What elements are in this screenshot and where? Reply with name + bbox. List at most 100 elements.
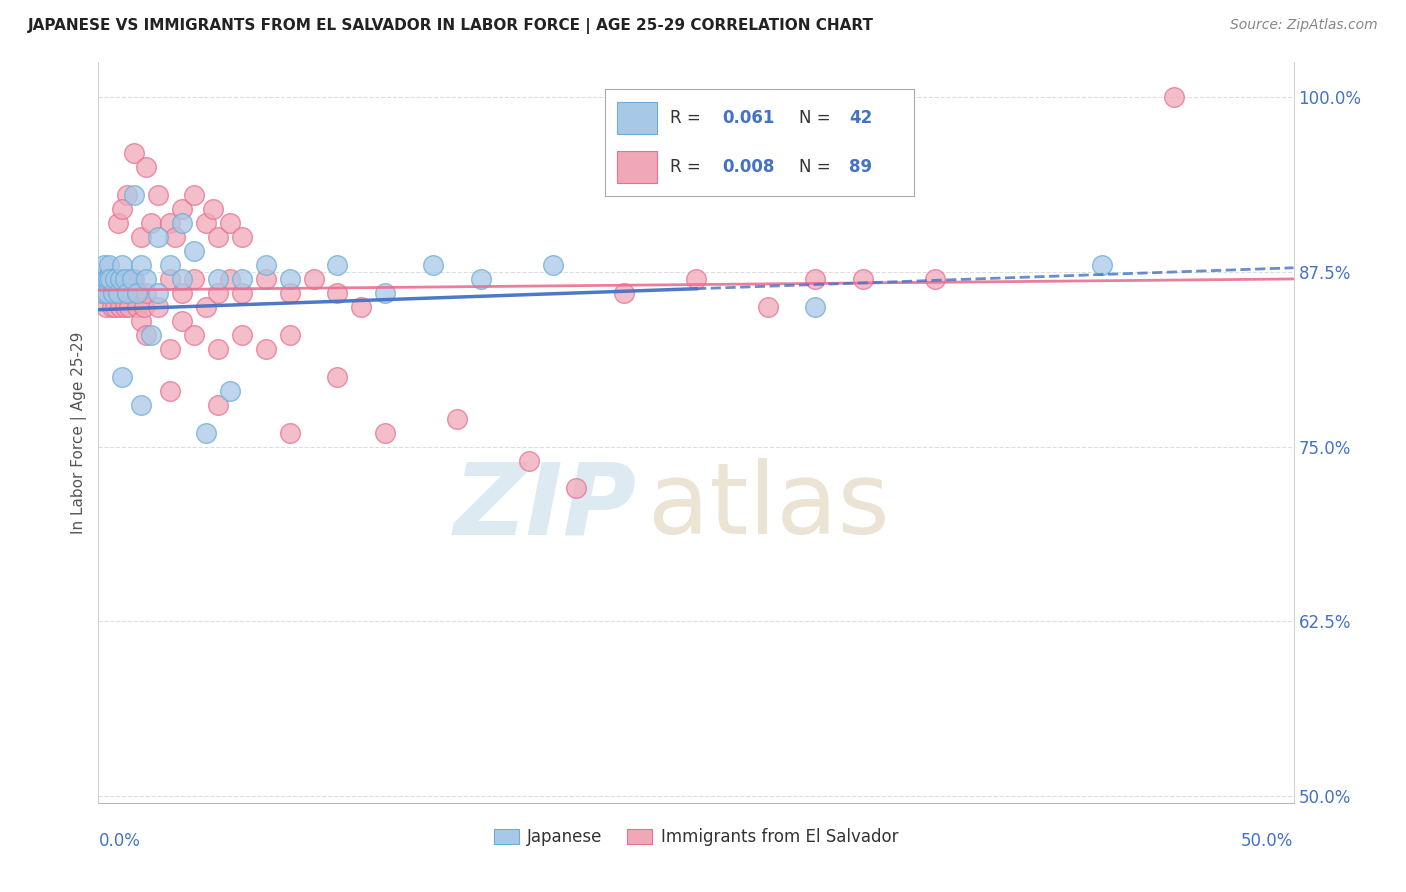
Point: [219, 272, 242, 286]
Point: [108, 272, 131, 286]
Text: N =: N =: [800, 159, 831, 177]
Point: [565, 482, 588, 496]
Point: [98, 272, 122, 286]
Point: [159, 216, 181, 230]
Point: [114, 300, 136, 314]
Point: [131, 230, 153, 244]
Point: [804, 272, 827, 286]
Point: [115, 285, 138, 300]
Point: [374, 425, 396, 440]
Point: [183, 244, 205, 258]
FancyBboxPatch shape: [617, 152, 657, 184]
Point: [114, 272, 136, 286]
Point: [172, 216, 194, 230]
Point: [1163, 90, 1185, 104]
Point: [135, 272, 157, 286]
Point: [804, 300, 827, 314]
Text: atlas: atlas: [648, 458, 890, 555]
Point: [278, 425, 301, 440]
Point: [159, 384, 181, 398]
Point: [183, 327, 205, 342]
Text: Source: ZipAtlas.com: Source: ZipAtlas.com: [1230, 18, 1378, 32]
Point: [115, 285, 138, 300]
Point: [121, 285, 143, 300]
Point: [302, 272, 325, 286]
Point: [91, 272, 114, 286]
Point: [219, 384, 242, 398]
Point: [756, 300, 779, 314]
Point: [148, 300, 170, 314]
Point: [254, 272, 277, 286]
FancyBboxPatch shape: [617, 102, 657, 134]
Text: 50.0%: 50.0%: [1241, 832, 1294, 850]
Point: [132, 300, 155, 314]
Point: [97, 272, 120, 286]
Point: [172, 285, 194, 300]
Point: [613, 285, 636, 300]
Point: [374, 285, 396, 300]
Point: [1091, 258, 1114, 272]
Point: [112, 285, 135, 300]
Point: [326, 285, 349, 300]
Point: [104, 272, 127, 286]
Point: [104, 300, 127, 314]
Point: [100, 300, 122, 314]
Point: [111, 272, 134, 286]
Point: [135, 327, 157, 342]
Point: [124, 272, 146, 286]
Text: R =: R =: [669, 159, 700, 177]
Point: [159, 272, 181, 286]
Point: [124, 188, 146, 202]
Text: JAPANESE VS IMMIGRANTS FROM EL SALVADOR IN LABOR FORCE | AGE 25-29 CORRELATION C: JAPANESE VS IMMIGRANTS FROM EL SALVADOR …: [28, 18, 875, 34]
Point: [107, 285, 129, 300]
Point: [231, 327, 253, 342]
Point: [107, 216, 129, 230]
Point: [172, 202, 194, 216]
Text: 0.0%: 0.0%: [98, 832, 141, 850]
Point: [195, 300, 218, 314]
Point: [172, 314, 194, 328]
Point: [121, 272, 143, 286]
Point: [105, 285, 128, 300]
Point: [110, 285, 132, 300]
Point: [326, 258, 349, 272]
Point: [101, 285, 124, 300]
Point: [128, 285, 150, 300]
Point: [94, 272, 117, 286]
Text: 42: 42: [849, 109, 872, 127]
Point: [278, 272, 301, 286]
Point: [131, 258, 153, 272]
Point: [231, 230, 253, 244]
Point: [139, 216, 162, 230]
Point: [108, 300, 131, 314]
Point: [135, 285, 157, 300]
Point: [207, 285, 229, 300]
Point: [278, 327, 301, 342]
Point: [111, 258, 134, 272]
Point: [446, 411, 468, 425]
Point: [231, 285, 253, 300]
Point: [115, 188, 138, 202]
Point: [131, 314, 153, 328]
Point: [135, 160, 157, 174]
Text: 0.061: 0.061: [723, 109, 775, 127]
Text: N =: N =: [800, 109, 831, 127]
Point: [219, 216, 242, 230]
Point: [97, 272, 120, 286]
Point: [91, 285, 114, 300]
Point: [148, 188, 170, 202]
Point: [685, 272, 707, 286]
Point: [517, 453, 540, 467]
Text: ZIP: ZIP: [453, 458, 637, 555]
Point: [202, 202, 225, 216]
Point: [207, 398, 229, 412]
Point: [254, 342, 277, 356]
Point: [172, 272, 194, 286]
Point: [131, 398, 153, 412]
Point: [98, 285, 121, 300]
Point: [541, 258, 564, 272]
Point: [115, 272, 138, 286]
Point: [195, 425, 218, 440]
Y-axis label: In Labor Force | Age 25-29: In Labor Force | Age 25-29: [72, 332, 87, 533]
Point: [111, 202, 134, 216]
